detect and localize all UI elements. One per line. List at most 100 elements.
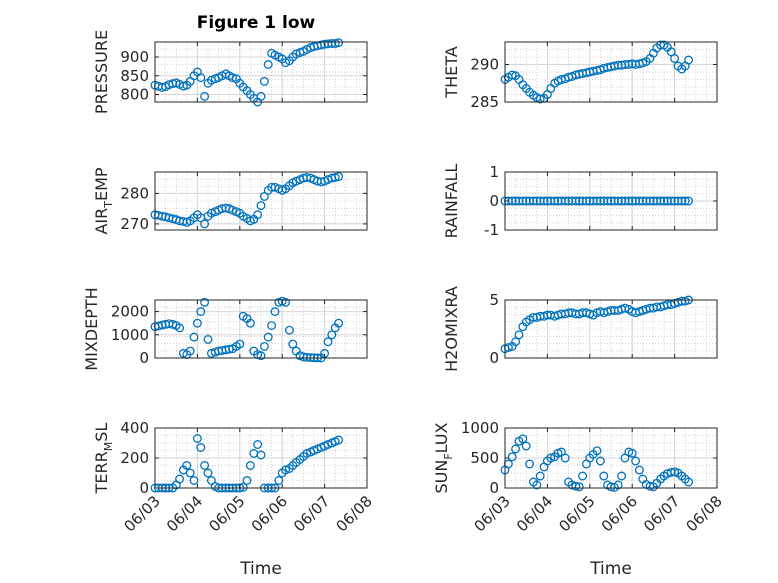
y-tick-label: 0 [139, 349, 149, 367]
y-tick-label: 0 [489, 479, 499, 497]
data-point [599, 471, 609, 481]
data-point [196, 443, 206, 452]
data-point [263, 332, 273, 342]
data-point [200, 461, 210, 470]
axes-mixdepth: 0 1000 2000 MIXDEPTH [82, 287, 368, 371]
x-tick-label: 06/06 [598, 492, 641, 535]
y-axis-label: RAINFALL [442, 164, 461, 239]
data-point [330, 39, 340, 48]
x-tick-label: 06/08 [683, 492, 726, 535]
data-point [613, 60, 623, 70]
data-point [560, 196, 570, 206]
data-point [274, 476, 284, 485]
axes-frame [154, 41, 368, 103]
data-point [185, 346, 195, 356]
data-point [539, 196, 549, 206]
x-tick-label: 06/03 [471, 492, 514, 535]
data-point [203, 334, 213, 344]
data-point [327, 39, 337, 48]
data-point [677, 296, 687, 306]
axes-air_temp: 270 280 AIRTEMP [92, 167, 368, 235]
data-point [581, 196, 591, 206]
data-point [680, 196, 690, 206]
data-point [196, 73, 206, 83]
data-point [288, 339, 298, 349]
data-point [634, 465, 644, 475]
data-point [518, 434, 528, 444]
data-point [259, 191, 269, 201]
axes-sun_flux: 0 500 1000 SUNFLUX 06/03 06/04 06/05 06/06 06/07… [432, 419, 726, 579]
data-point [245, 318, 255, 328]
data-point [560, 453, 570, 463]
data-point [189, 332, 199, 342]
axes-frame [154, 299, 368, 359]
data-point [620, 303, 630, 313]
x-tick-label: 06/07 [640, 492, 683, 535]
data-point [221, 345, 231, 355]
x-tick-label: 06/04 [163, 492, 206, 535]
y-tick-label: 900 [120, 48, 149, 66]
data-point [228, 73, 238, 83]
y-axis-label: PRESSURE [92, 30, 111, 114]
data-point [327, 330, 337, 340]
data-point [302, 449, 312, 458]
data-point [242, 476, 252, 485]
x-tick-label: 06/03 [121, 492, 164, 535]
data-point [511, 444, 521, 454]
data-point [323, 337, 333, 347]
y-tick-label: 500 [470, 449, 499, 467]
data-point [666, 47, 676, 57]
y-axis-label: THETA [442, 46, 461, 98]
data-point [574, 482, 584, 492]
data-point [677, 196, 687, 206]
data-point [571, 309, 581, 319]
data-point [550, 196, 560, 206]
x-tick-label: 06/06 [248, 492, 291, 535]
data-point [256, 351, 266, 361]
data-point [684, 477, 694, 487]
y-tick-label: 5 [489, 291, 499, 309]
data-point [175, 323, 185, 333]
data-point [256, 450, 266, 460]
data-point [532, 480, 542, 490]
data-point [631, 456, 641, 466]
data-point [178, 217, 188, 226]
y-tick-label: 290 [470, 56, 499, 74]
data-point [511, 337, 521, 347]
data-point [256, 91, 266, 101]
y-tick-label: 200 [120, 449, 149, 467]
data-point [656, 196, 666, 206]
data-point [203, 468, 213, 478]
data-point [571, 196, 581, 206]
data-point [200, 297, 210, 307]
data-point [281, 465, 291, 475]
data-point [270, 307, 280, 317]
axes-h2omixra: 0 5 H2OMIXRA [442, 286, 718, 372]
axes-frame [504, 41, 718, 103]
x-tick-label: 06/04 [513, 492, 556, 535]
data-point [192, 434, 202, 443]
data-point [592, 196, 602, 206]
data-point [200, 219, 210, 229]
y-axis-label: MIXDEPTH [82, 287, 101, 370]
y-tick-label: 0 [139, 479, 149, 497]
data-point [514, 330, 524, 340]
axes-terr_msl: 0 200 400 TERRMSL 06/03 06/04 06/05 06/06 06/07 0… [92, 419, 376, 579]
y-tick-label: 850 [120, 67, 149, 85]
data-point [535, 94, 545, 104]
data-point [330, 173, 340, 182]
data-point [627, 448, 637, 458]
data-point [617, 471, 627, 481]
x-axis-label: Time [589, 559, 632, 579]
data-point [253, 210, 263, 220]
axes-frame [504, 299, 718, 359]
x-tick-label: 06/07 [290, 492, 333, 535]
data-point [334, 435, 344, 445]
data-point [334, 318, 344, 328]
data-point [323, 440, 333, 449]
data-point [528, 196, 538, 206]
y-tick-label: 800 [120, 86, 149, 104]
data-point [518, 196, 528, 206]
data-point [200, 91, 210, 101]
